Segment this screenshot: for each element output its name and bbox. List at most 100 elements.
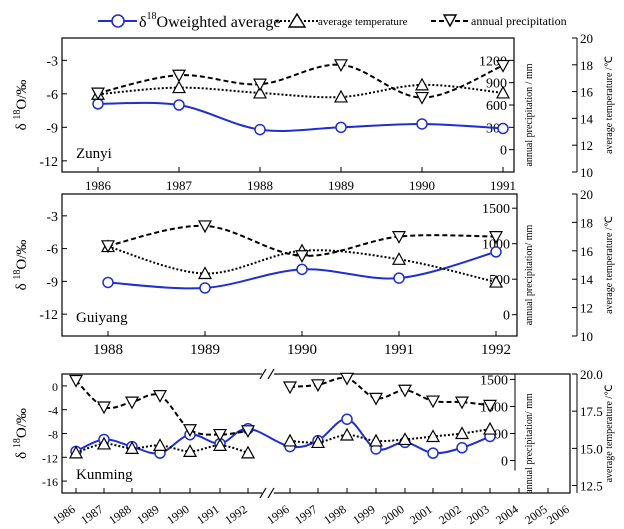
- temp-point: [252, 85, 268, 99]
- temp-tick-label: 10: [580, 165, 593, 180]
- series-line-delta: [75, 418, 491, 455]
- axis-break-gap: [262, 370, 274, 378]
- delta-point: [173, 99, 185, 111]
- y-axis-title-precip: annual precipitation / mm: [524, 63, 535, 166]
- precip-point: [182, 424, 198, 437]
- temp-point: [152, 438, 168, 451]
- x-tick-label: 1988: [247, 178, 273, 193]
- precip-tick-label: 0: [501, 455, 508, 470]
- delta-point: [490, 246, 502, 258]
- temp-tick-label: 16: [580, 244, 594, 259]
- x-tick-label: 1990: [409, 178, 435, 193]
- precip-tick-label: 1500: [480, 373, 508, 388]
- precip-tick-label: 1000: [482, 238, 510, 253]
- delta-point: [254, 123, 266, 136]
- temp-point: [495, 85, 511, 99]
- y-axis-title-temp: average temperature /℃: [604, 56, 615, 154]
- precip-point: [425, 395, 441, 409]
- plot-frame: [61, 37, 515, 173]
- x-tick-label: 1987: [166, 178, 193, 193]
- left-tick-label: -6: [46, 243, 58, 258]
- precip-point: [240, 425, 256, 439]
- delta-point: [393, 272, 405, 284]
- precip-point: [495, 59, 511, 73]
- delta-point: [427, 447, 439, 459]
- precip-point: [397, 384, 413, 398]
- left-tick-label: -3: [46, 54, 58, 69]
- x-tick-label: 2004: [493, 502, 521, 527]
- precip-point: [171, 69, 187, 83]
- temp-point: [482, 421, 498, 435]
- x-tick-label: 1996: [264, 502, 292, 527]
- x-tick-label: 2006: [544, 502, 572, 527]
- x-tick-label: 1992: [481, 342, 511, 358]
- temp-point: [171, 80, 187, 94]
- legend: δ18Oweighted average average temperature…: [98, 11, 567, 31]
- left-tick-label: -12: [39, 155, 58, 170]
- legend-temp-label: average temperature: [318, 16, 408, 28]
- x-tick-label: 1999: [350, 502, 378, 527]
- temp-tick-label: 14: [580, 272, 594, 287]
- precip-point: [482, 399, 498, 413]
- x-tick-label: 1997: [292, 502, 320, 527]
- temp-tick-label: 12: [580, 301, 593, 316]
- y-axis-title-temp: average temperature /℃: [604, 385, 615, 483]
- delta-point: [296, 263, 308, 276]
- y-axis-title-precip: annual precipitation/ mm: [524, 393, 535, 494]
- precip-point: [339, 372, 355, 386]
- x-tick-label: 1992: [222, 502, 250, 527]
- y-axis-title-left: δ 18O/‰: [12, 80, 30, 131]
- series-line-temp: [97, 83, 504, 99]
- precip-point: [152, 390, 168, 403]
- x-tick-label: 2002: [436, 502, 464, 527]
- temp-tick-label: 18: [580, 215, 593, 230]
- x-tick-label: 1986: [50, 502, 78, 527]
- x-tick-label: 1991: [490, 178, 516, 193]
- left-tick-label: -3: [46, 210, 58, 225]
- left-tick-label: -8: [48, 428, 58, 442]
- precip-tick-label: 0: [503, 309, 510, 324]
- precip-point: [124, 396, 140, 410]
- delta-point: [102, 276, 114, 289]
- left-tick-label: -12: [42, 451, 58, 465]
- delta-point: [92, 98, 104, 110]
- precip-point: [197, 220, 213, 234]
- temp-tick-label: 17.5: [580, 404, 603, 419]
- precip-point: [310, 379, 326, 393]
- legend-precip-marker: [442, 14, 458, 28]
- y-axis-title-left: δ 18O/‰: [12, 240, 30, 291]
- precip-point: [488, 231, 504, 244]
- axis-break-mark: [259, 487, 267, 499]
- left-tick-label: -16: [42, 475, 58, 489]
- precip-point: [100, 240, 116, 254]
- panels: -3-6-9-12δ 18O/‰1986 1987 1988 1989 1990 1991…: [12, 31, 615, 527]
- precip-point: [68, 374, 84, 388]
- temp-point: [414, 77, 430, 91]
- temp-point: [68, 445, 84, 459]
- temp-point: [96, 436, 112, 450]
- x-tick-label: 2001: [407, 502, 435, 527]
- temp-point: [368, 433, 384, 447]
- temp-point: [397, 432, 413, 446]
- temp-point: [240, 445, 256, 459]
- left-tick-label: -4: [48, 404, 58, 418]
- temp-point: [391, 252, 407, 265]
- x-tick-label: 1998: [321, 502, 349, 527]
- legend-precip-label: annual precipitation: [471, 14, 567, 28]
- temp-tick-label: 16: [580, 85, 594, 100]
- precip-point: [414, 91, 430, 105]
- precip-tick-label: 600: [486, 99, 507, 114]
- precip-point: [454, 396, 470, 410]
- delta-point: [341, 413, 353, 425]
- x-tick-label: 1990: [287, 342, 317, 358]
- temp-tick-label: 15.0: [580, 441, 603, 456]
- precip-point: [90, 87, 106, 101]
- precip-point: [368, 392, 384, 406]
- x-tick-label: 2003: [464, 502, 492, 527]
- temp-tick-label: 12.5: [580, 479, 603, 494]
- temp-point: [182, 444, 198, 457]
- temp-point: [454, 426, 470, 440]
- left-tick-label: -9: [46, 121, 58, 136]
- left-tick-label: -12: [39, 308, 58, 323]
- temp-point: [197, 266, 213, 280]
